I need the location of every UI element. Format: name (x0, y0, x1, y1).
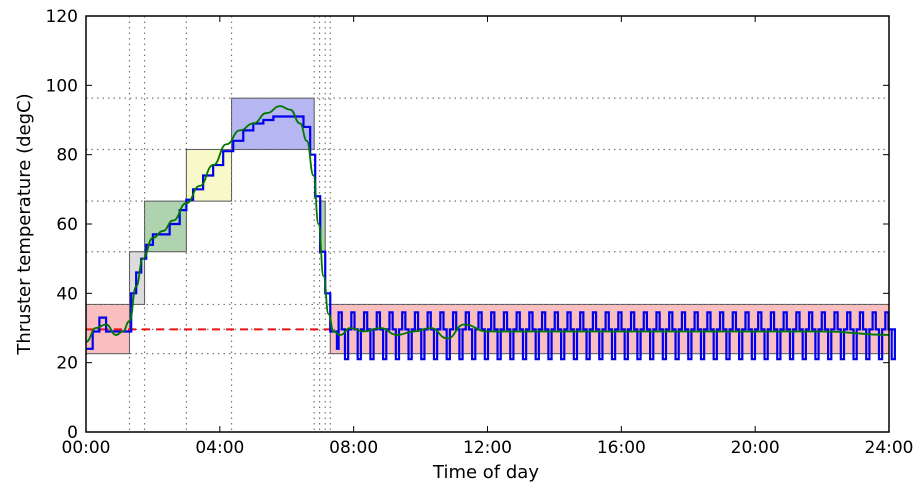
x-tick-label-0: 00:00 (62, 438, 111, 458)
x-tick-label-3: 12:00 (463, 438, 512, 458)
y-tick-label-4: 80 (56, 146, 78, 166)
heater-step-series (86, 115, 896, 361)
temperature-smooth-series (85, 105, 890, 343)
x-tick-label-6: 24:00 (865, 438, 914, 458)
x-tick-label-5: 20:00 (731, 438, 780, 458)
y-axis-label: Thruster temperature (degC) (14, 93, 35, 355)
y-tick-label-0: 0 (67, 423, 78, 443)
y-tick-label-6: 120 (46, 7, 78, 27)
x-tick-label-4: 16:00 (597, 438, 646, 458)
x-tick-label-1: 04:00 (195, 438, 244, 458)
y-tick-label-5: 100 (46, 76, 78, 96)
y-tick-label-1: 20 (56, 354, 78, 374)
plot-layer: 0 20 40 60 80 100 120 00:00 04:00 08:00 12:00 16:00… (46, 7, 914, 458)
plot-frame (85, 15, 890, 433)
y-tick-label-2: 40 (56, 284, 78, 304)
x-tick-label-2: 08:00 (329, 438, 378, 458)
x-axis-label: Time of day (432, 462, 539, 483)
y-tick-label-3: 60 (56, 215, 78, 235)
